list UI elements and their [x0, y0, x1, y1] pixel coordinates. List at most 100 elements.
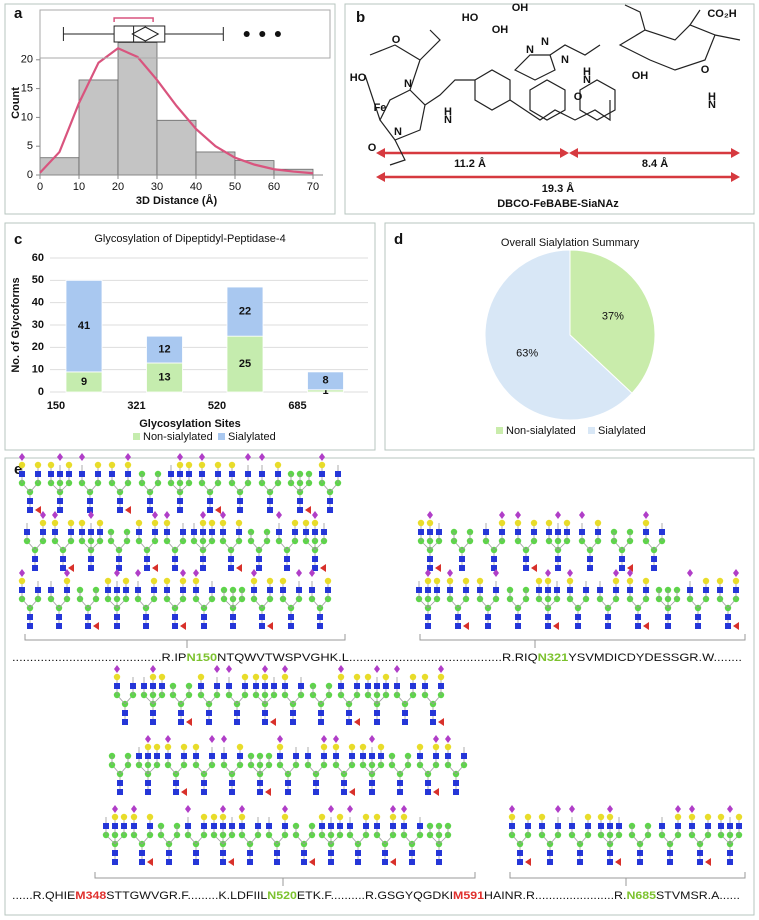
glycan-circle — [18, 577, 26, 585]
x-tick-label: 70 — [307, 181, 319, 193]
glycan-square — [659, 823, 665, 829]
glycan-triangle — [228, 858, 234, 866]
glycan-square — [103, 823, 109, 829]
site-residue: N150 — [186, 652, 217, 664]
glycan-square — [547, 859, 553, 865]
glycan-square — [288, 623, 294, 629]
glycan-square — [116, 556, 122, 562]
glycan-square — [144, 565, 150, 571]
glycan-circle — [241, 673, 249, 681]
y-tick-label: 20 — [21, 54, 33, 66]
glycan-triangle — [615, 858, 621, 866]
glycan-square — [485, 623, 491, 629]
atom-label: N — [404, 78, 412, 90]
glycan-square — [220, 850, 226, 856]
glycan-square — [32, 565, 38, 571]
glycan-square — [374, 683, 380, 689]
glycan-square — [206, 719, 212, 725]
glycan-square — [515, 623, 521, 629]
ring — [474, 69, 511, 111]
glycan-diamond — [369, 735, 375, 743]
glycan-square — [346, 719, 352, 725]
glycan-diamond — [262, 665, 268, 673]
glycan-square — [659, 529, 665, 535]
glycan-square — [695, 623, 701, 629]
glycan-square — [139, 850, 145, 856]
glycan-circle — [332, 743, 340, 751]
glycan-diamond — [328, 805, 334, 813]
glycan-diamond — [180, 569, 186, 577]
glycan-square — [447, 587, 453, 593]
y-tick-label: 0 — [38, 386, 44, 398]
glycan-square — [154, 753, 160, 759]
bracket — [94, 872, 476, 886]
glycan-circle — [96, 519, 104, 527]
glycan-diamond — [555, 805, 561, 813]
glycan-triangle — [270, 718, 276, 726]
glycan-diamond — [282, 665, 288, 673]
glycan-circle — [594, 519, 602, 527]
outlier — [274, 31, 281, 37]
glycan-square — [198, 683, 204, 689]
glycan-square — [567, 587, 573, 593]
glycan-square — [547, 850, 553, 856]
glycan-square — [335, 471, 341, 477]
glycan-square — [319, 471, 325, 477]
glycan-square — [253, 683, 259, 689]
glycan-circle — [108, 461, 116, 469]
bar — [156, 119, 197, 176]
brackets — [24, 634, 746, 886]
glycan-square — [651, 556, 657, 562]
structure-skeleton — [364, 4, 741, 166]
glycan-circle — [437, 673, 445, 681]
glycan-square — [35, 471, 41, 477]
glycan-circle — [252, 673, 260, 681]
glycan-diamond — [245, 453, 251, 461]
sequence-part: STVMSR.A...... — [656, 890, 740, 902]
glycan-square — [577, 850, 583, 856]
glycan-square — [583, 587, 589, 593]
glycan-circle — [498, 519, 506, 527]
glycan-square — [173, 789, 179, 795]
pie-slice — [484, 249, 633, 421]
glycan-square — [121, 823, 127, 829]
glycan-diamond — [321, 735, 327, 743]
glycan-diamond — [338, 665, 344, 673]
glycan-diamond — [57, 453, 63, 461]
glycan-square — [152, 529, 158, 535]
atom-label: HO — [350, 72, 367, 84]
glycan-square — [667, 859, 673, 865]
panel-label: b — [356, 9, 365, 26]
y-tick-label: 0 — [27, 169, 33, 181]
glycan-square — [209, 753, 215, 759]
glycan-diamond — [401, 805, 407, 813]
bar-segment — [226, 335, 264, 393]
glycan-square — [354, 683, 360, 689]
glycan-square — [282, 823, 288, 829]
glycan-square — [151, 587, 157, 593]
glycan-square — [114, 683, 120, 689]
y-tick-label: 15 — [21, 83, 33, 95]
glycan-square — [619, 556, 625, 562]
glycan-square — [427, 529, 433, 535]
glycan-square — [296, 587, 302, 593]
glycan-diamond — [627, 569, 633, 577]
glycan-diamond — [150, 665, 156, 673]
sequence-part: STTGWVGR.F.........K.LDFIIL — [106, 890, 267, 902]
glycan-square — [531, 529, 537, 535]
sequence-part: NTQWVTWSPVGHK.L.........................… — [217, 652, 538, 664]
glycan-square — [425, 614, 431, 620]
glycan-square — [417, 823, 423, 829]
panel-frame — [384, 222, 755, 451]
glycan-square — [607, 850, 613, 856]
glycan-square — [564, 529, 570, 535]
glycan-square — [305, 753, 311, 759]
glycan-square — [199, 471, 205, 477]
glycan-square — [116, 565, 122, 571]
glycan-square — [60, 556, 66, 562]
glycan-square — [363, 823, 369, 829]
glycan-square — [397, 780, 403, 786]
glycan-circle — [566, 577, 574, 585]
sequence-part: ........................................… — [12, 652, 186, 664]
